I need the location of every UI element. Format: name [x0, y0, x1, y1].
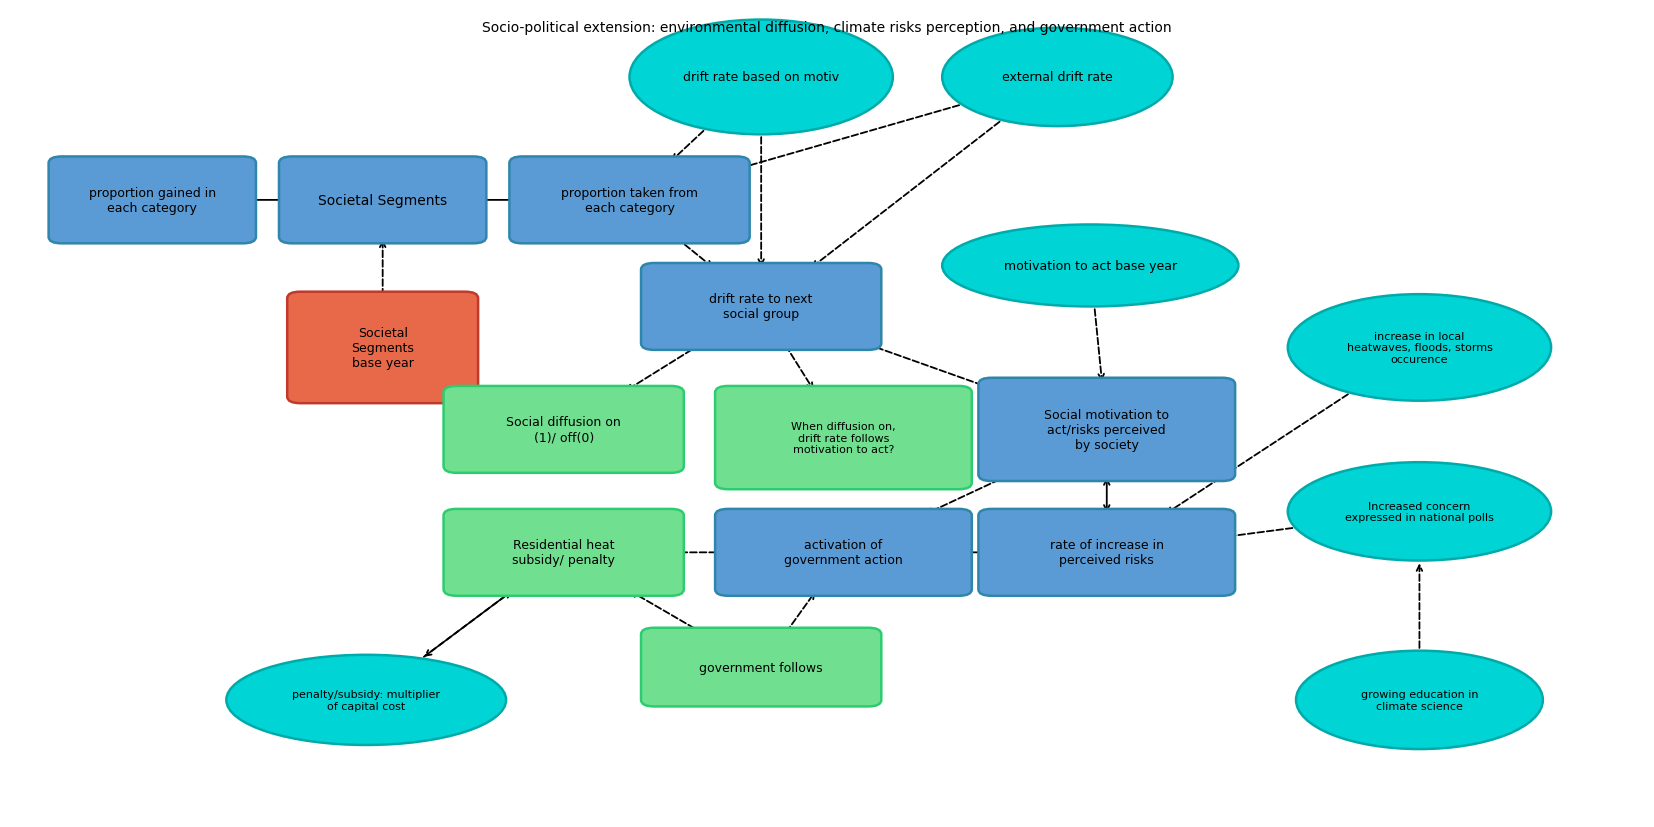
FancyBboxPatch shape [288, 292, 478, 404]
FancyBboxPatch shape [715, 386, 973, 490]
Ellipse shape [943, 225, 1239, 307]
FancyBboxPatch shape [280, 157, 486, 244]
FancyBboxPatch shape [642, 264, 882, 351]
Text: activation of
government action: activation of government action [784, 538, 903, 566]
FancyBboxPatch shape [48, 157, 256, 244]
Text: Social diffusion on
(1)/ off(0): Social diffusion on (1)/ off(0) [506, 416, 620, 444]
FancyBboxPatch shape [509, 157, 749, 244]
FancyBboxPatch shape [443, 386, 683, 473]
Text: proportion gained in
each category: proportion gained in each category [89, 187, 215, 215]
Ellipse shape [1288, 294, 1551, 401]
Text: Societal Segments: Societal Segments [318, 194, 447, 208]
Text: growing education in
climate science: growing education in climate science [1361, 689, 1479, 711]
FancyBboxPatch shape [979, 509, 1236, 596]
Text: Residential heat
subsidy/ penalty: Residential heat subsidy/ penalty [513, 538, 615, 566]
Text: government follows: government follows [700, 661, 824, 674]
Text: drift rate to next
social group: drift rate to next social group [710, 293, 812, 321]
Ellipse shape [1288, 462, 1551, 561]
Text: Societal
Segments
base year: Societal Segments base year [351, 327, 414, 370]
Ellipse shape [1297, 651, 1543, 749]
Ellipse shape [943, 29, 1173, 127]
FancyBboxPatch shape [979, 378, 1236, 481]
Text: Increased concern
expressed in national polls: Increased concern expressed in national … [1345, 501, 1494, 523]
Text: When diffusion on,
drift rate follows
motivation to act?: When diffusion on, drift rate follows mo… [791, 422, 896, 455]
Text: penalty/subsidy: multiplier
of capital cost: penalty/subsidy: multiplier of capital c… [293, 689, 440, 711]
Text: rate of increase in
perceived risks: rate of increase in perceived risks [1050, 538, 1164, 566]
Text: drift rate based on motiv: drift rate based on motiv [683, 71, 839, 84]
FancyBboxPatch shape [443, 509, 683, 596]
Text: proportion taken from
each category: proportion taken from each category [561, 187, 698, 215]
FancyBboxPatch shape [715, 509, 973, 596]
Ellipse shape [630, 21, 893, 135]
Text: increase in local
heatwaves, floods, storms
occurence: increase in local heatwaves, floods, sto… [1346, 332, 1492, 365]
FancyBboxPatch shape [642, 628, 882, 706]
Text: motivation to act base year: motivation to act base year [1004, 260, 1178, 273]
Ellipse shape [227, 655, 506, 745]
Text: external drift rate: external drift rate [1002, 71, 1113, 84]
Text: Socio-political extension: environmental diffusion, climate risks perception, an: Socio-political extension: environmental… [483, 21, 1171, 35]
Text: Social motivation to
act/risks perceived
by society: Social motivation to act/risks perceived… [1044, 409, 1169, 452]
